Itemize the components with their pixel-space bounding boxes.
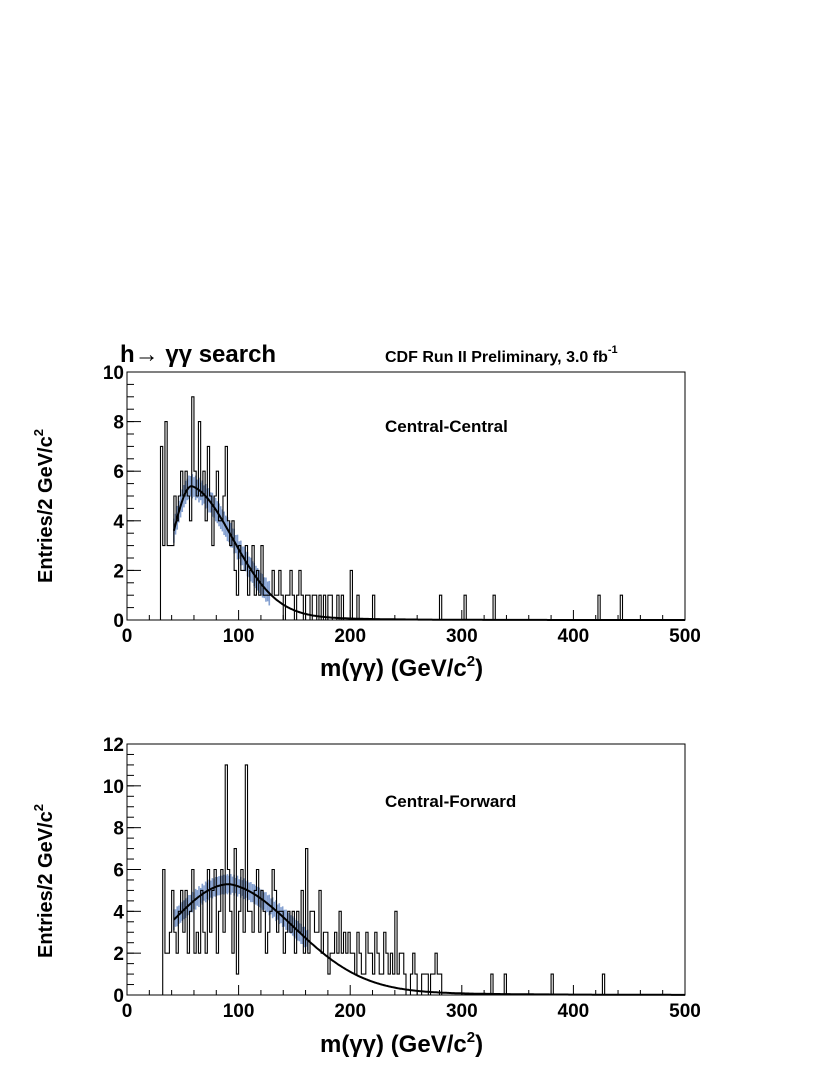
x-tick-label: 200: [334, 626, 366, 647]
fit-curve: [172, 485, 685, 621]
y-axis-superscript: 2: [31, 429, 46, 436]
category-label: Central-Forward: [385, 792, 516, 811]
y-axis-text: Entries/2 GeV/c: [35, 811, 57, 958]
fit-curve-group: [172, 485, 685, 621]
chart-panel-central-forward: 0 100 200 300 400 500 0 2 4 6 8 10 12 Central-Forwar…: [31, 735, 701, 1058]
x-tick-label: 200: [334, 1001, 366, 1022]
x-axis-title: m(γγ) (GeV/c2): [320, 653, 483, 682]
x-tick-label: 0: [122, 626, 133, 647]
y-tick-label: 8: [113, 413, 124, 434]
fit-curve-group: [173, 883, 685, 996]
axis-ticks: 0 100 200 300 400 500 0 2 4 6 8 10: [103, 363, 701, 647]
experiment-text: CDF Run II Preliminary, 3.0 fb: [385, 349, 608, 366]
y-tick-label: 10: [103, 363, 124, 384]
x-tick-label: 300: [446, 626, 478, 647]
x-axis-text: m(γγ) (GeV/c: [320, 655, 467, 682]
x-tick-label: 500: [669, 1001, 701, 1022]
y-tick-label: 10: [103, 777, 124, 798]
x-tick-label: 100: [223, 626, 255, 647]
x-tick-label: 0: [122, 1001, 133, 1022]
x-tick-label: 500: [669, 626, 701, 647]
y-tick-label: 6: [113, 462, 124, 483]
histogram-group: [159, 396, 625, 621]
axis-ticks: 0 100 200 300 400 500 0 2 4 6 8 10 12: [103, 735, 701, 1022]
x-axis-title: m(γγ) (GeV/c2): [320, 1029, 483, 1058]
y-tick-label: 2: [113, 561, 124, 582]
y-tick-label: 8: [113, 819, 124, 840]
category-label: Central-Central: [385, 417, 508, 436]
x-axis-end: ): [475, 1031, 483, 1058]
experiment-label: CDF Run II Preliminary, 3.0 fb-1: [385, 344, 618, 366]
histogram-group: [162, 764, 607, 996]
histogram-bins: [162, 764, 607, 996]
y-tick-label: 0: [113, 986, 124, 1007]
y-tick-label: 6: [113, 861, 124, 882]
y-tick-label: 2: [113, 944, 124, 965]
x-tick-label: 400: [558, 1001, 590, 1022]
x-tick-label: 100: [223, 1001, 255, 1022]
y-tick-label: 0: [113, 611, 124, 632]
histogram-bins: [159, 396, 625, 621]
x-axis-end: ): [475, 655, 483, 682]
x-tick-label: 300: [446, 1001, 478, 1022]
analysis-title: h→ γγ search: [120, 341, 276, 368]
x-axis-superscript: 2: [467, 653, 475, 670]
x-axis-superscript: 2: [467, 1029, 475, 1046]
x-axis-text: m(γγ) (GeV/c: [320, 1031, 467, 1058]
fit-curve: [173, 883, 685, 996]
y-axis-title: Entries/2 GeV/c2: [31, 804, 57, 958]
y-axis-superscript: 2: [31, 804, 46, 811]
x-tick-label: 400: [558, 626, 590, 647]
experiment-superscript: -1: [608, 344, 618, 356]
y-tick-label: 4: [113, 902, 124, 923]
y-axis-title: Entries/2 GeV/c2: [31, 429, 57, 583]
y-tick-label: 4: [113, 512, 124, 533]
y-axis-text: Entries/2 GeV/c: [35, 436, 57, 583]
plot-frame: [126, 743, 686, 996]
y-tick-label: 12: [103, 735, 124, 756]
